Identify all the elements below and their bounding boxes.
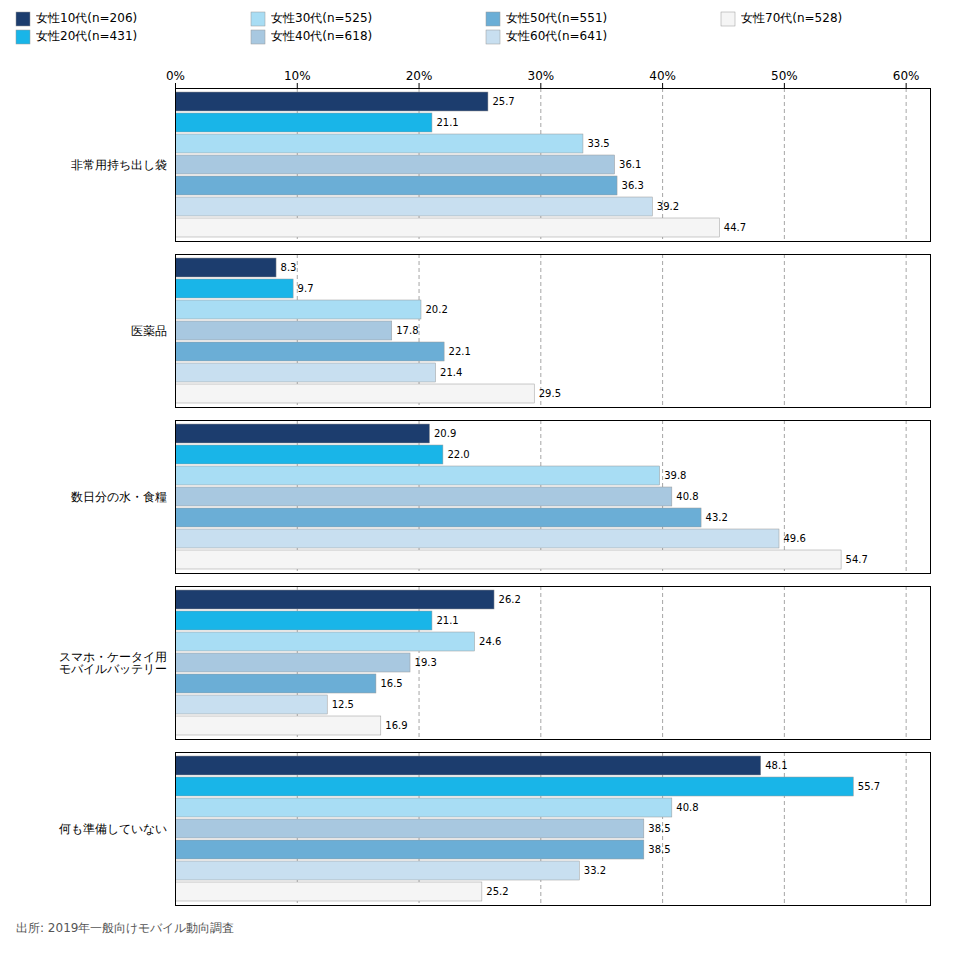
svg-text:40%: 40% bbox=[649, 69, 676, 83]
svg-text:20.2: 20.2 bbox=[425, 304, 447, 315]
html-text:女性30代(n=525): 女性30代(n=525) bbox=[271, 11, 373, 25]
svg-text:38.5: 38.5 bbox=[648, 844, 670, 855]
svg-text:9.7: 9.7 bbox=[298, 283, 314, 294]
svg-text:21.1: 21.1 bbox=[436, 117, 458, 128]
svg-text:29.5: 29.5 bbox=[539, 388, 561, 399]
svg-text:10%: 10% bbox=[284, 69, 311, 83]
svg-text:22.1: 22.1 bbox=[449, 346, 471, 357]
svg-text:24.6: 24.6 bbox=[479, 636, 501, 647]
svg-text:26.2: 26.2 bbox=[499, 594, 521, 605]
svg-text:20.9: 20.9 bbox=[434, 428, 456, 439]
svg-text:60%: 60% bbox=[893, 69, 920, 83]
svg-text:20%: 20% bbox=[406, 69, 433, 83]
html-text:女性50代(n=551): 女性50代(n=551) bbox=[506, 11, 608, 25]
svg-text:数日分の水・食糧: 数日分の水・食糧 bbox=[71, 490, 167, 504]
svg-text:22.0: 22.0 bbox=[447, 449, 469, 460]
svg-text:40.8: 40.8 bbox=[676, 802, 698, 813]
svg-text:30%: 30% bbox=[527, 69, 554, 83]
svg-text:12.5: 12.5 bbox=[332, 699, 354, 710]
svg-text:55.7: 55.7 bbox=[858, 781, 880, 792]
html-text:女性10代(n=206): 女性10代(n=206) bbox=[36, 11, 138, 25]
html-text:女性20代(n=431): 女性20代(n=431) bbox=[36, 29, 138, 43]
svg-text:19.3: 19.3 bbox=[415, 657, 437, 668]
svg-text:50%: 50% bbox=[771, 69, 798, 83]
svg-text:8.3: 8.3 bbox=[281, 262, 297, 273]
svg-text:33.2: 33.2 bbox=[584, 865, 606, 876]
svg-text:25.7: 25.7 bbox=[492, 96, 514, 107]
html-text:女性60代(n=641): 女性60代(n=641) bbox=[506, 29, 608, 43]
svg-text:21.1: 21.1 bbox=[436, 615, 458, 626]
svg-text:44.7: 44.7 bbox=[724, 222, 746, 233]
svg-text:医薬品: 医薬品 bbox=[131, 324, 167, 338]
svg-text:36.3: 36.3 bbox=[622, 180, 644, 191]
svg-text:何も準備していない: 何も準備していない bbox=[59, 822, 167, 836]
svg-text:0%: 0% bbox=[166, 69, 185, 83]
svg-text:49.6: 49.6 bbox=[784, 533, 806, 544]
svg-text:非常用持ち出し袋: 非常用持ち出し袋 bbox=[71, 158, 167, 172]
svg-text:38.5: 38.5 bbox=[648, 823, 670, 834]
svg-text:25.2: 25.2 bbox=[486, 886, 508, 897]
svg-text:54.7: 54.7 bbox=[846, 554, 868, 565]
svg-text:16.9: 16.9 bbox=[385, 720, 407, 731]
svg-text:33.5: 33.5 bbox=[587, 138, 609, 149]
svg-text:16.5: 16.5 bbox=[380, 678, 402, 689]
svg-text:43.2: 43.2 bbox=[706, 512, 728, 523]
svg-text:36.1: 36.1 bbox=[619, 159, 641, 170]
svg-text:40.8: 40.8 bbox=[676, 491, 698, 502]
svg-text:17.8: 17.8 bbox=[396, 325, 418, 336]
svg-text:39.8: 39.8 bbox=[664, 470, 686, 481]
html-text:出所: 2019年一般向けモバイル動向調査: 出所: 2019年一般向けモバイル動向調査 bbox=[16, 921, 235, 935]
svg-text:48.1: 48.1 bbox=[765, 760, 787, 771]
svg-text:21.4: 21.4 bbox=[440, 367, 462, 378]
html-text:女性70代(n=528): 女性70代(n=528) bbox=[741, 11, 843, 25]
html-text:女性40代(n=618): 女性40代(n=618) bbox=[271, 29, 373, 43]
svg-text:スマホ・ケータイ用モバイルバッテリー: スマホ・ケータイ用モバイルバッテリー bbox=[59, 650, 167, 676]
svg-text:39.2: 39.2 bbox=[657, 201, 679, 212]
